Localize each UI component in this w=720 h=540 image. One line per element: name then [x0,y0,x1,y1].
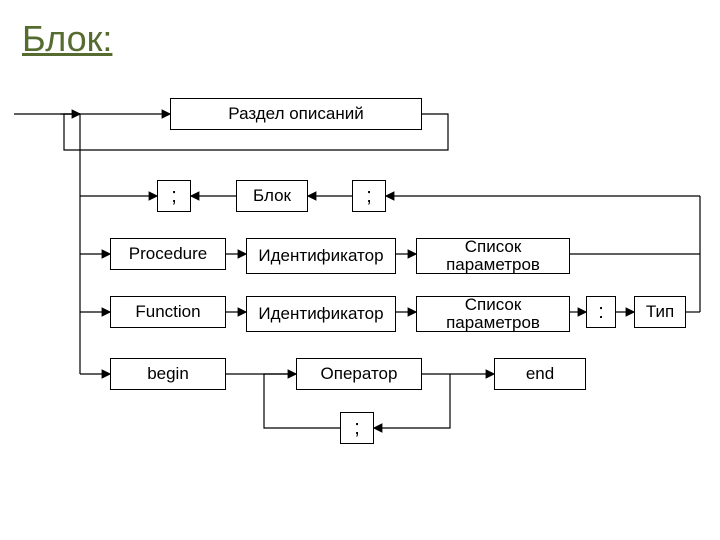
node-blok: Блок [236,180,308,212]
node-declarations: Раздел описаний [170,98,422,130]
node-begin: begin [110,358,226,390]
node-end: end [494,358,586,390]
node-identifier-1: Идентификатор [246,238,396,274]
node-function: Function [110,296,226,328]
node-semi-3: ; [340,412,374,444]
node-operator: Оператор [296,358,422,390]
slide: { "title": "Блок:", "type": "flowchart",… [0,0,720,540]
node-semi-2: ; [352,180,386,212]
node-type: Тип [634,296,686,328]
node-param-list-1: Список параметров [416,238,570,274]
node-semi-1: ; [157,180,191,212]
node-identifier-2: Идентификатор [246,296,396,332]
node-colon: : [586,296,616,328]
node-param-list-2: Список параметров [416,296,570,332]
node-procedure: Procedure [110,238,226,270]
